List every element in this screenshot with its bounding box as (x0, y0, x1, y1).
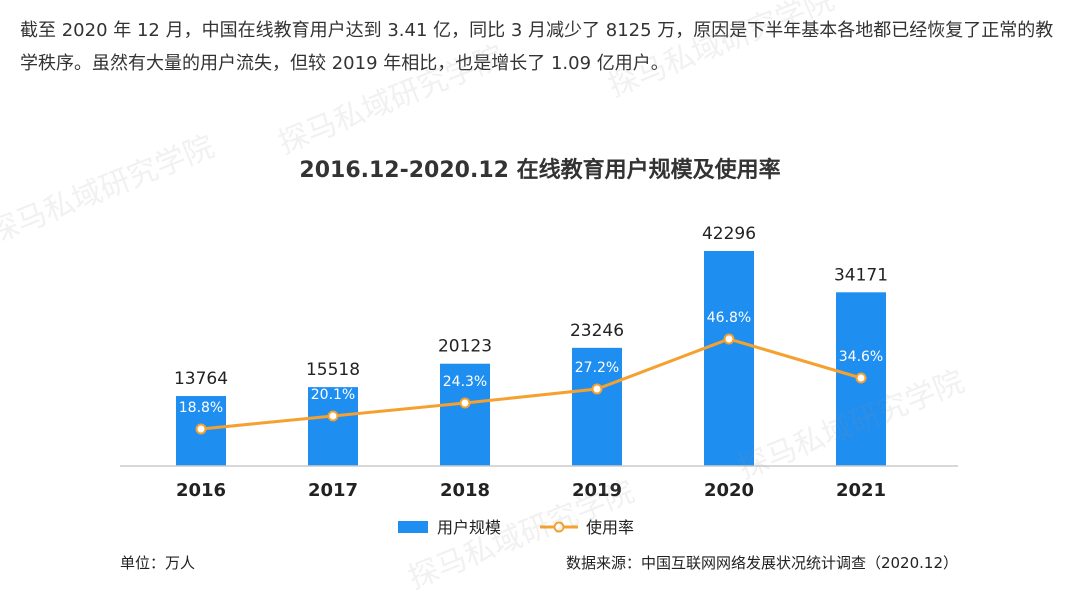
category-label: 2020 (704, 480, 754, 501)
legend-bar-label: 用户规模 (437, 518, 501, 537)
usage-rate-point (195, 423, 207, 435)
category-labels: 2016 2017 2018 2019 2020 2021 (176, 480, 886, 501)
usage-rate-point (855, 372, 867, 384)
usage-rate-label: 24.3% (443, 374, 487, 390)
usage-rate-label: 27.2% (575, 360, 619, 376)
category-label: 2019 (572, 480, 622, 501)
usage-rate-label: 46.8% (707, 310, 751, 326)
legend-line-label: 使用率 (586, 518, 634, 537)
unit-note: 单位：万人 (120, 554, 196, 572)
bar-value-label: 42296 (702, 224, 756, 244)
usage-rate-points (195, 333, 867, 435)
bars-group (176, 251, 886, 466)
usage-rate-labels: 18.8% 20.1% 24.3% 27.2% 46.8% 34.6% (179, 310, 883, 416)
legend: 用户规模 使用率 (398, 518, 634, 537)
usage-rate-line (200, 337, 862, 431)
bar (440, 363, 490, 466)
legend-bar-swatch (398, 521, 428, 533)
bar-value-label: 34171 (834, 265, 888, 285)
intro-paragraph: 截至 2020 年 12 月，中国在线教育用户达到 3.41 亿，同比 3 月减… (20, 20, 1054, 74)
usage-rate-point (723, 333, 735, 345)
usage-rate-point (591, 383, 603, 395)
source-note: 数据来源：中国互联网网络发展状况统计调查（2020.12） (565, 554, 958, 572)
bar-value-label: 23246 (570, 321, 624, 341)
bar-value-label: 20123 (438, 337, 492, 357)
usage-rate-label: 34.6% (839, 349, 883, 365)
usage-rate-point (459, 397, 471, 409)
bar (704, 251, 754, 466)
bar-value-labels: 13764 15518 20123 23246 42296 34171 (174, 224, 888, 389)
legend-line-marker (553, 521, 565, 533)
category-label: 2017 (308, 480, 358, 501)
usage-rate-label: 18.8% (179, 400, 223, 416)
category-label: 2021 (836, 480, 886, 501)
bar-value-label: 15518 (306, 360, 360, 380)
category-label: 2016 (176, 480, 226, 501)
chart-title: 2016.12-2020.12 在线教育用户规模及使用率 (299, 158, 781, 183)
category-label: 2018 (440, 480, 490, 501)
bar (572, 347, 622, 466)
usage-rate-point (327, 410, 339, 422)
bar-value-label: 13764 (174, 369, 228, 389)
usage-rate-label: 20.1% (311, 387, 355, 403)
bar (308, 387, 358, 466)
